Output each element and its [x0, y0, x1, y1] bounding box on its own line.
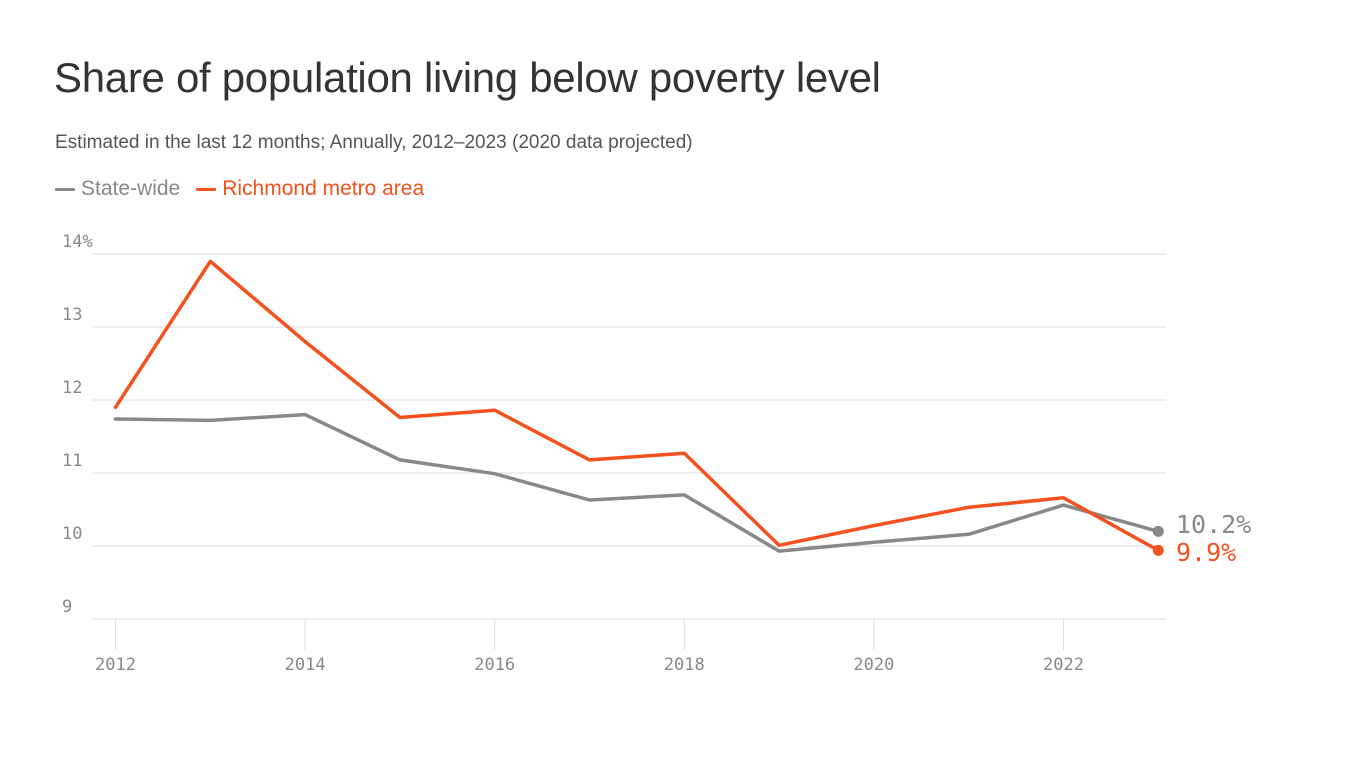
y-tick-label: 9	[62, 597, 72, 617]
x-tick-label: 2016	[474, 655, 515, 675]
legend-item-richmond-metro: Richmond metro area	[196, 177, 424, 201]
y-tick-label: 10	[62, 524, 82, 544]
y-tick-label: 11	[62, 451, 82, 471]
series-end-point	[1152, 525, 1164, 537]
legend-item-state-wide: State-wide	[55, 177, 180, 201]
series-end-point	[1152, 544, 1164, 556]
x-tick-label: 2014	[285, 655, 326, 675]
x-tick-label: 2022	[1043, 655, 1084, 675]
series-line-state-wide	[113, 412, 1161, 553]
legend-swatch-state-wide	[55, 187, 75, 191]
chart-title: Share of population living below poverty…	[54, 54, 881, 101]
series-line-richmond-metro	[113, 259, 1161, 553]
y-tick-label: 13	[62, 305, 82, 325]
x-tick-label: 2020	[853, 655, 894, 675]
chart-subtitle: Estimated in the last 12 months; Annuall…	[55, 132, 693, 153]
series-end-label: 10.2%	[1176, 510, 1251, 539]
x-tick-label: 2012	[95, 655, 136, 675]
x-tick-label: 2018	[664, 655, 705, 675]
legend-label-richmond-metro: Richmond metro area	[222, 177, 425, 200]
y-tick-label: 12	[62, 378, 82, 398]
legend-swatch-richmond-metro	[196, 187, 217, 191]
series-end-label: 9.9%	[1176, 538, 1236, 567]
chart-legend: State-wide Richmond metro area	[55, 177, 424, 201]
y-tick-label: 14%	[62, 232, 93, 252]
legend-label-state-wide: State-wide	[81, 177, 181, 200]
